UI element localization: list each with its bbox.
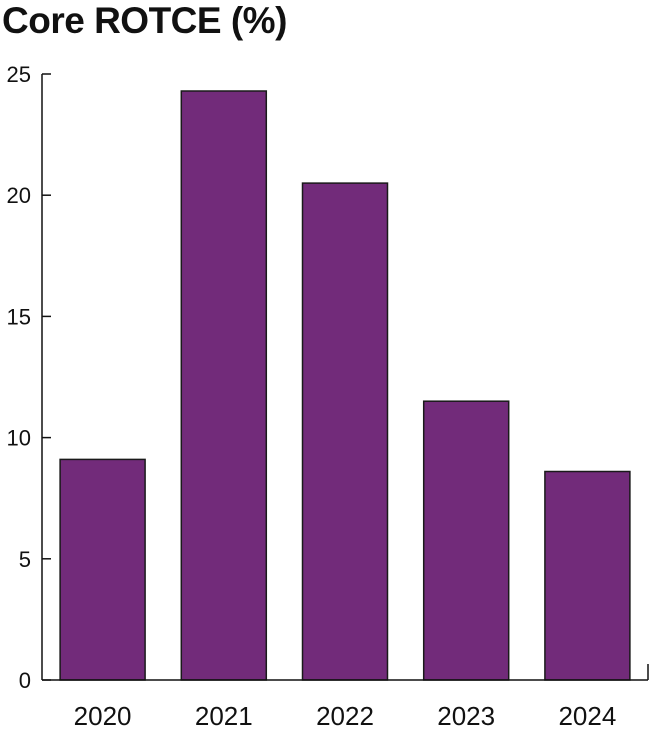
bar-2023: [422, 400, 510, 681]
x-tick-label-2021: 2021: [195, 701, 253, 731]
y-ticks-group: 0 5 10 15 20 25: [7, 62, 51, 693]
y-tick-label-5: 5: [19, 547, 31, 572]
axes-group: [41, 74, 649, 681]
y-tick-label-10: 10: [7, 426, 31, 451]
bar-2021: [180, 90, 268, 681]
x-tick-label-2023: 2023: [437, 701, 495, 731]
bar-2022: [301, 182, 389, 681]
x-tick-label-2022: 2022: [316, 701, 374, 731]
chart-title: Core ROTCE (%): [2, 0, 287, 41]
bar-2024: [544, 470, 631, 681]
y-tick-label-20: 20: [7, 183, 31, 208]
bar-2020: [59, 458, 146, 681]
x-tick-label-2020: 2020: [74, 701, 132, 731]
x-ticks-group: 2020 2021 2022 2023 2024: [74, 701, 617, 731]
bars-group: [59, 90, 631, 681]
y-tick-label-15: 15: [7, 304, 31, 329]
x-tick-label-2024: 2024: [558, 701, 616, 731]
y-tick-label-25: 25: [7, 62, 31, 87]
y-tick-label-0: 0: [19, 668, 31, 693]
